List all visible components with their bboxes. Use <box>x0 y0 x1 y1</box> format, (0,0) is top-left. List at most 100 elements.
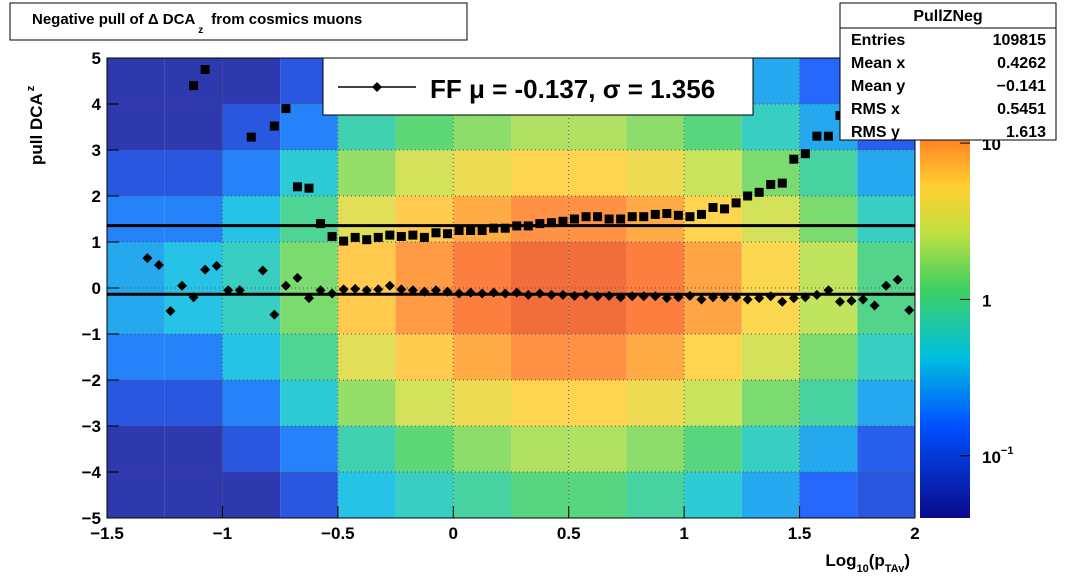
heat-cell <box>337 426 396 472</box>
sigma-point <box>523 221 533 231</box>
z-tick-exponent: −1 <box>1001 445 1014 457</box>
sigma-point <box>558 216 568 226</box>
heat-cell <box>741 242 800 288</box>
heat-cell <box>511 242 569 288</box>
mean-point <box>384 280 395 291</box>
heat-cell <box>568 242 627 288</box>
stats-frame <box>839 2 1057 141</box>
mean-point <box>430 285 441 296</box>
stats-value: 0.4262 <box>997 55 1046 72</box>
heat-cell <box>684 150 742 196</box>
sigma-point <box>581 212 591 222</box>
y-tick-label: −2 <box>82 371 101 390</box>
heat-cell <box>741 380 800 426</box>
heat-cell <box>164 58 223 104</box>
sigma-point <box>685 212 695 222</box>
heat-cell <box>164 472 223 518</box>
stats-key: Mean x <box>851 55 905 72</box>
mean-point <box>153 260 164 270</box>
heat-cell <box>684 380 742 426</box>
mean-point <box>557 289 568 300</box>
sigma-point <box>662 208 672 218</box>
heat-cell <box>626 380 685 426</box>
mean-point <box>788 293 799 304</box>
x-tick-label: 2 <box>910 524 919 543</box>
mean-point <box>823 285 834 296</box>
heat-cell <box>511 472 569 518</box>
mean-point <box>200 264 211 275</box>
title-text: Negative pull of Δ DCA <box>32 11 195 28</box>
sigma-point <box>408 230 418 240</box>
z-tick-label: 1 <box>982 291 991 310</box>
legend-marker <box>372 82 382 92</box>
x-tick-label: −0.5 <box>321 524 355 543</box>
legend-text: FF μ = -0.137, σ = 1.356 <box>430 74 715 104</box>
sigma-point <box>546 218 556 228</box>
heat-cell <box>799 334 858 380</box>
mean-point <box>223 285 234 296</box>
mean-point <box>627 291 638 302</box>
mean-point <box>234 285 245 296</box>
mean-point <box>257 265 268 276</box>
mean-point <box>800 292 811 303</box>
heat-cell <box>222 334 281 380</box>
heat-cell <box>568 472 627 518</box>
title-box <box>9 2 468 41</box>
mean-point <box>419 286 430 297</box>
sigma-point <box>350 232 360 242</box>
title-suffix: from cosmics muons <box>211 11 362 28</box>
mean-point <box>834 296 845 307</box>
title-sub: z <box>198 25 203 36</box>
sigma-point <box>292 182 302 192</box>
heat-cell <box>164 150 223 196</box>
heat-cell <box>107 472 165 518</box>
heat-cell <box>337 472 396 518</box>
mean-point <box>604 290 615 301</box>
heat-cell <box>741 472 800 518</box>
mean-point <box>465 287 476 298</box>
x-label-sub: TAv <box>885 563 905 575</box>
mean-point <box>315 285 326 296</box>
x-axis-label: Log10(pTAv) <box>825 551 910 575</box>
sigma-point <box>489 223 499 233</box>
heat-cell <box>453 472 511 518</box>
mean-point <box>731 292 742 303</box>
sigma-point <box>500 223 510 233</box>
heat-cell <box>107 196 165 242</box>
mean-point <box>811 289 822 300</box>
mean-point <box>765 291 776 302</box>
heat-cell <box>107 380 165 426</box>
sigma-point <box>593 212 603 222</box>
heat-cell <box>626 426 685 472</box>
sigma-point <box>800 149 810 159</box>
heat-cell <box>741 426 800 472</box>
sigma-point <box>339 236 349 246</box>
heat-cell <box>280 334 338 380</box>
sigma-point <box>246 132 256 142</box>
sigma-point <box>477 226 487 235</box>
heat-cell <box>395 426 454 472</box>
stats-title: PullZNeg <box>913 8 982 25</box>
mean-point <box>511 287 522 298</box>
sigma-point <box>789 154 799 164</box>
stats-key: Mean y <box>851 78 905 95</box>
heat-cell <box>395 334 454 380</box>
mean-point <box>673 292 684 303</box>
mean-point <box>708 292 718 303</box>
heat-cell <box>280 380 338 426</box>
sigma-point <box>316 219 326 229</box>
heat-cell <box>453 334 511 380</box>
x-tick-label: 1 <box>679 524 688 543</box>
heat-cell <box>511 380 569 426</box>
x-label-part: (p <box>869 551 885 570</box>
mean-point <box>177 280 188 291</box>
sigma-point <box>708 203 718 212</box>
mean-point <box>696 294 707 305</box>
sigma-point <box>419 232 429 242</box>
sigma-point <box>720 204 730 214</box>
mean-point <box>165 306 176 316</box>
heat-cell <box>857 242 915 288</box>
heat-cell <box>568 150 627 196</box>
sigma-point <box>639 212 649 222</box>
